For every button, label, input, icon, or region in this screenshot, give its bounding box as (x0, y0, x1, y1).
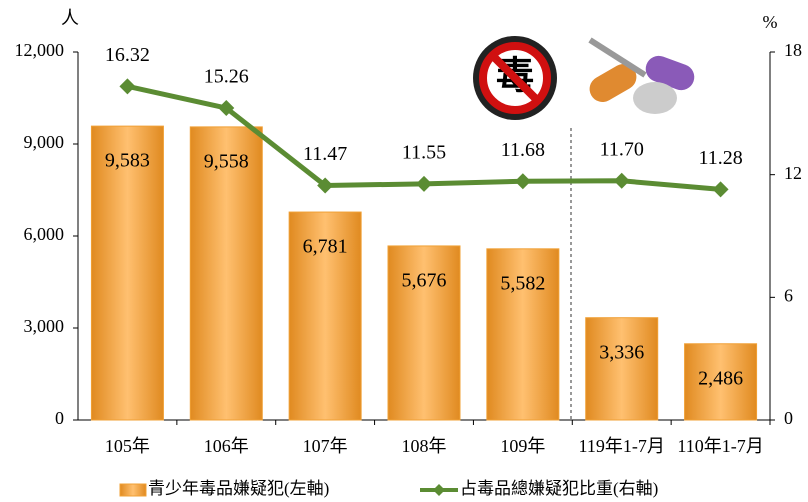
x-tick-label: 119年1-7月 (579, 436, 665, 456)
bar-value-label: 9,558 (204, 150, 249, 172)
line-value-label: 15.26 (204, 66, 249, 88)
y-tick-label: 0 (55, 408, 64, 428)
y-tick-label: 12,000 (15, 40, 65, 60)
pills-icon (585, 40, 698, 114)
bar-value-label: 5,676 (402, 270, 447, 292)
line-value-label: 11.28 (698, 147, 742, 169)
legend-swatch (433, 484, 445, 496)
legend-label: 占毒品總嫌疑犯比重(右軸) (460, 479, 658, 498)
line-marker (416, 176, 432, 192)
y-tick-label: 9,000 (24, 132, 65, 152)
line-marker (713, 181, 729, 197)
bar-value-label: 2,486 (698, 367, 743, 389)
bar (586, 318, 658, 420)
y-axis-label: 人 (61, 8, 79, 28)
y2-axis-label: % (763, 12, 778, 32)
line-value-label: 11.70 (600, 138, 644, 160)
y2-tick-label: 6 (784, 285, 793, 305)
line-value-label: 11.55 (402, 141, 446, 163)
x-tick-label: 106年 (204, 436, 249, 456)
line-value-label: 11.68 (501, 139, 545, 161)
no-drug-icon: 毒 (473, 36, 557, 120)
y-tick-label: 6,000 (24, 224, 65, 244)
x-tick-label: 105年 (105, 436, 150, 456)
legend-swatch (120, 484, 146, 496)
y2-tick-label: 0 (784, 408, 793, 428)
chart: 人 % 毒 0 3,000 6,000 9,000 12,000 0 6 12 18 105年 10… (0, 0, 808, 502)
y2-tick-label: 12 (784, 163, 802, 183)
y-tick-label: 3,000 (24, 316, 65, 336)
bar-value-label: 5,582 (500, 272, 545, 294)
bar-value-label: 3,336 (599, 341, 644, 363)
line-marker (515, 173, 531, 189)
y2-tick-label: 18 (784, 40, 802, 60)
line-value-label: 16.32 (105, 44, 150, 66)
line-marker (119, 78, 135, 94)
bar-value-label: 9,583 (105, 150, 150, 172)
bar-value-label: 6,781 (303, 236, 348, 258)
legend-label: 青少年毒品嫌疑犯(左軸) (148, 479, 329, 498)
x-tick-label: 108年 (402, 436, 447, 456)
x-tick-label: 109年 (500, 436, 545, 456)
page: {"chart_data": {"type": "combo", "catego… (0, 0, 808, 502)
line-marker (614, 173, 630, 189)
line-value-label: 11.47 (303, 143, 347, 165)
x-tick-label: 110年1-7月 (677, 436, 763, 456)
x-tick-label: 107年 (303, 436, 348, 456)
